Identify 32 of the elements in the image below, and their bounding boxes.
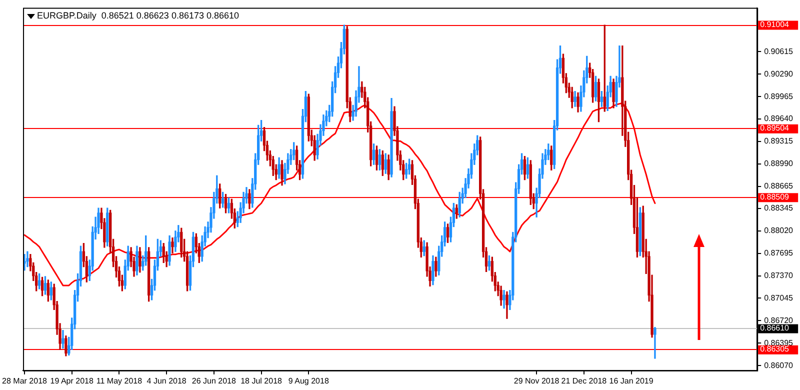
y-tick-label: 0.88345 [764, 204, 794, 213]
x-tick-label: 4 Jun 2018 [146, 376, 187, 386]
x-tick-label: 11 May 2018 [96, 376, 143, 386]
ref-line-label: 0.86610 [760, 323, 790, 332]
y-tick-label: 0.88990 [764, 159, 794, 168]
ref-line-label: 0.91004 [760, 20, 790, 29]
x-tick-label: 16 Jan 2019 [609, 376, 654, 386]
y-tick-label: 0.87045 [764, 293, 794, 302]
ref-line-label: 0.86305 [760, 344, 790, 354]
candlestick [26, 251, 29, 268]
x-tick-label: 9 Aug 2018 [288, 376, 330, 386]
ref-line-label: 0.88509 [760, 192, 790, 202]
y-tick-label: 0.88020 [764, 226, 794, 236]
x-tick-label: 18 Jul 2018 [240, 376, 283, 386]
x-tick-label: 19 Apr 2018 [50, 376, 94, 386]
y-tick-label: 0.90615 [764, 46, 794, 56]
y-tick-label: 0.88665 [764, 182, 794, 191]
y-tick-label: 0.87695 [764, 248, 794, 258]
y-tick-label: 0.86070 [764, 360, 794, 370]
y-tick-label: 0.90290 [764, 69, 794, 78]
y-tick-label: 0.86720 [764, 316, 794, 325]
candlestick [654, 327, 656, 359]
y-tick-label: 0.89315 [764, 136, 794, 146]
x-tick-label: 26 Jun 2018 [192, 376, 236, 386]
chart-title: EURGBP.Daily 0.86521 0.86623 0.86173 0.86610 [37, 10, 240, 20]
x-tick-label: 28 Mar 2018 [2, 376, 48, 386]
x-tick-label: 29 Nov 2018 [514, 376, 560, 386]
y-tick-label: 0.89965 [764, 92, 794, 101]
y-tick-label: 0.89640 [764, 114, 794, 124]
y-tick-label: 0.87370 [764, 270, 794, 280]
x-tick-label: 21 Dec 2018 [561, 376, 608, 386]
ref-line-label: 0.89504 [760, 124, 790, 133]
